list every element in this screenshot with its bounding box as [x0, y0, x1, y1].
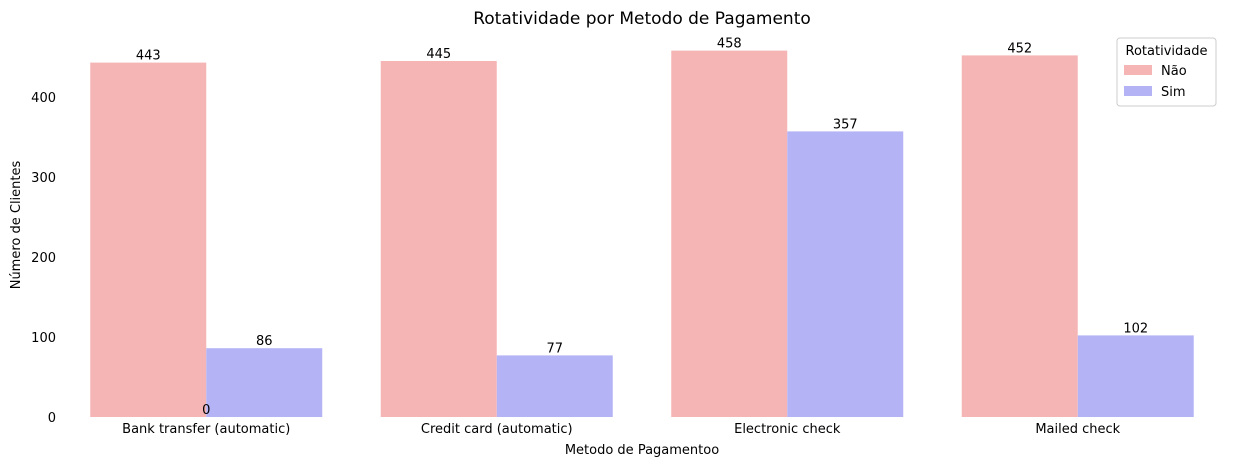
x-tick-label: Mailed check: [1035, 422, 1120, 437]
data-label: 357: [833, 117, 858, 132]
y-tick-label: 400: [31, 91, 56, 106]
y-tick-label: 0: [48, 411, 56, 426]
bar-sim: [206, 348, 323, 417]
chart-title: Rotatividade por Metodo de Pagamento: [473, 9, 811, 29]
plot-area: 0 100 200 300 400 443 86 Bank transfer (automat…: [31, 37, 1194, 437]
legend-entry: Não: [1161, 64, 1187, 79]
y-axis-label: Número de Clientes: [9, 160, 24, 289]
x-axis-label: Metodo de Pagamentoo: [565, 443, 719, 458]
x-tick-label: Electronic check: [734, 422, 841, 437]
legend-swatch: [1124, 86, 1152, 96]
bar-nao: [380, 61, 497, 417]
data-label: 0: [202, 403, 210, 418]
data-label: 458: [717, 37, 742, 52]
bar-sim: [787, 131, 904, 417]
bar-sim: [1077, 335, 1194, 417]
data-label: 86: [256, 334, 273, 349]
data-label: 445: [426, 47, 451, 62]
x-tick-label: Credit card (automatic): [421, 422, 573, 437]
bar-nao: [671, 50, 788, 417]
legend-title: Rotatividade: [1126, 44, 1208, 59]
legend-entry: Sim: [1161, 85, 1186, 100]
data-label: 452: [1007, 41, 1032, 56]
bar-nao: [961, 55, 1078, 418]
bar-nao: [90, 62, 207, 417]
legend-swatch: [1124, 65, 1152, 75]
x-tick-label: Bank transfer (automatic): [122, 422, 290, 437]
data-label: 443: [136, 49, 161, 64]
bar-sim: [496, 355, 613, 417]
legend: Rotatividade Não Sim: [1116, 37, 1217, 107]
data-label: 77: [546, 341, 563, 356]
y-tick-label: 300: [31, 171, 56, 186]
y-tick-label: 200: [31, 251, 56, 266]
data-label: 102: [1123, 321, 1148, 336]
y-tick-label: 100: [31, 331, 56, 346]
